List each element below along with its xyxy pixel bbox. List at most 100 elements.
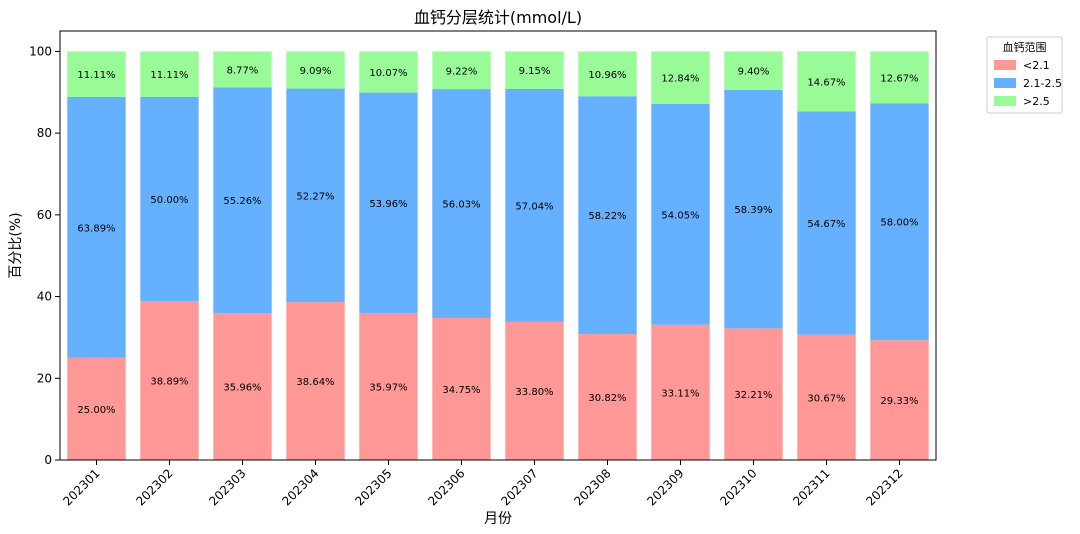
y-tick-label: 0 — [44, 453, 52, 467]
bar-data-label: 9.40% — [738, 67, 770, 78]
legend-entry-label: >2.5 — [1023, 95, 1050, 108]
bar-data-label: 54.67% — [807, 219, 845, 230]
x-tick-label: 202306 — [425, 466, 467, 508]
bar-data-label: 8.77% — [227, 65, 259, 76]
y-tick-label: 80 — [37, 126, 52, 140]
bar-data-label: 52.27% — [296, 191, 334, 202]
bar-segment — [286, 88, 345, 303]
bar-segment — [359, 51, 418, 93]
bar-data-label: 38.89% — [150, 377, 188, 388]
bar-data-label: 30.67% — [807, 393, 845, 404]
bar-data-label: 10.96% — [588, 70, 626, 81]
bar-segment — [213, 313, 272, 460]
bar-data-label: 11.11% — [77, 70, 115, 81]
bar-segment — [140, 301, 199, 460]
bar-segment — [67, 96, 126, 358]
bar-data-label: 63.89% — [77, 223, 115, 234]
bar-segment — [505, 88, 564, 322]
bar-segment — [505, 51, 564, 89]
bar-data-label: 9.15% — [519, 66, 551, 77]
bar-data-label: 32.21% — [734, 390, 772, 401]
x-tick-label: 202305 — [352, 466, 394, 508]
bar-segment — [67, 357, 126, 460]
bar-segment — [870, 340, 929, 460]
bar-segment — [432, 318, 491, 460]
bar-segment — [797, 334, 856, 460]
bar-segment — [432, 89, 491, 319]
bar-data-label: 10.07% — [369, 68, 407, 79]
bar-data-label: 35.96% — [223, 383, 261, 394]
bar-data-label: 53.96% — [369, 199, 407, 210]
y-tick-label: 60 — [37, 208, 52, 222]
bar-data-label: 33.80% — [515, 387, 553, 398]
x-tick-label: 202310 — [717, 466, 759, 508]
bar-segment — [724, 51, 783, 90]
bar-data-label: 58.00% — [880, 218, 918, 229]
bar-data-label: 33.11% — [661, 388, 699, 399]
legend-swatch — [994, 60, 1016, 70]
bar-segment — [213, 51, 272, 88]
x-tick-label: 202307 — [498, 466, 540, 508]
chart-title: 血钙分层统计(mmol/L) — [414, 8, 582, 27]
bar-segment — [359, 313, 418, 460]
bar-segment — [505, 321, 564, 460]
bar-segment — [724, 89, 783, 329]
bar-data-label: 25.00% — [77, 405, 115, 416]
bar-data-label: 54.05% — [661, 210, 699, 221]
bar-data-label: 58.39% — [734, 205, 772, 216]
bar-data-label: 29.33% — [880, 396, 918, 407]
bar-data-label: 12.84% — [661, 74, 699, 85]
x-tick-label: 202302 — [133, 466, 175, 508]
x-tick-label: 202309 — [644, 466, 686, 508]
x-tick-label: 202301 — [60, 466, 102, 508]
bar-data-label: 50.00% — [150, 195, 188, 206]
bar-segment — [213, 87, 272, 314]
plot-frame — [59, 30, 937, 461]
x-tick-label: 202303 — [206, 466, 248, 508]
legend: 血钙范围 <2.1 2.1-2.5 >2.5 — [986, 36, 1063, 114]
bar-segment — [140, 51, 199, 97]
bar-data-label: 9.09% — [300, 66, 332, 77]
bar-segment — [651, 324, 710, 460]
bar-segment — [286, 51, 345, 89]
bar-segment — [651, 51, 710, 104]
x-tick-label: 202308 — [571, 466, 613, 508]
bar-data-label: 35.97% — [369, 383, 407, 394]
x-tick-label: 202312 — [863, 466, 905, 508]
bar-data-label: 11.11% — [150, 70, 188, 81]
legend-entry-label: 2.1-2.5 — [1023, 77, 1062, 90]
y-tick-label: 40 — [37, 290, 52, 304]
bar-segment — [870, 51, 929, 104]
legend-box — [986, 36, 1063, 114]
legend-swatch — [994, 78, 1016, 88]
bar-data-label: 58.22% — [588, 211, 626, 222]
bar-segment — [578, 96, 637, 335]
bar-segment — [286, 302, 345, 460]
bar-segment — [870, 103, 929, 341]
bar-data-label: 56.03% — [442, 200, 480, 211]
bar-segment — [797, 111, 856, 335]
bar-segment — [578, 334, 637, 460]
bars-group: 25.00% 63.89% 11.11% 38.89% 50.00% 11.11% 35.9… — [67, 51, 929, 460]
y-tick-label: 20 — [37, 371, 52, 385]
bar-segment — [67, 51, 126, 97]
bar-data-label: 55.26% — [223, 196, 261, 207]
bar-data-label: 38.64% — [296, 377, 334, 388]
bar-segment — [140, 96, 199, 302]
x-tick-label: 202311 — [790, 466, 832, 508]
y-axis: 0 20 40 60 80 100 — [29, 44, 60, 467]
bar-data-label: 9.22% — [446, 66, 478, 77]
bar-data-label: 57.04% — [515, 201, 553, 212]
bar-segment — [651, 103, 710, 325]
bar-data-label: 30.82% — [588, 393, 626, 404]
x-axis: 202301 202302 202303 202304 202305 202306 2023… — [60, 460, 906, 509]
bar-segment — [359, 92, 418, 314]
bar-data-label: 14.67% — [807, 77, 845, 88]
x-axis-label: 月份 — [484, 511, 512, 527]
bar-segment — [432, 51, 491, 90]
legend-entry-label: <2.1 — [1023, 59, 1050, 72]
y-tick-label: 100 — [29, 44, 52, 58]
y-axis-label: 百分比(%) — [8, 212, 24, 278]
legend-title: 血钙范围 — [1003, 40, 1047, 54]
